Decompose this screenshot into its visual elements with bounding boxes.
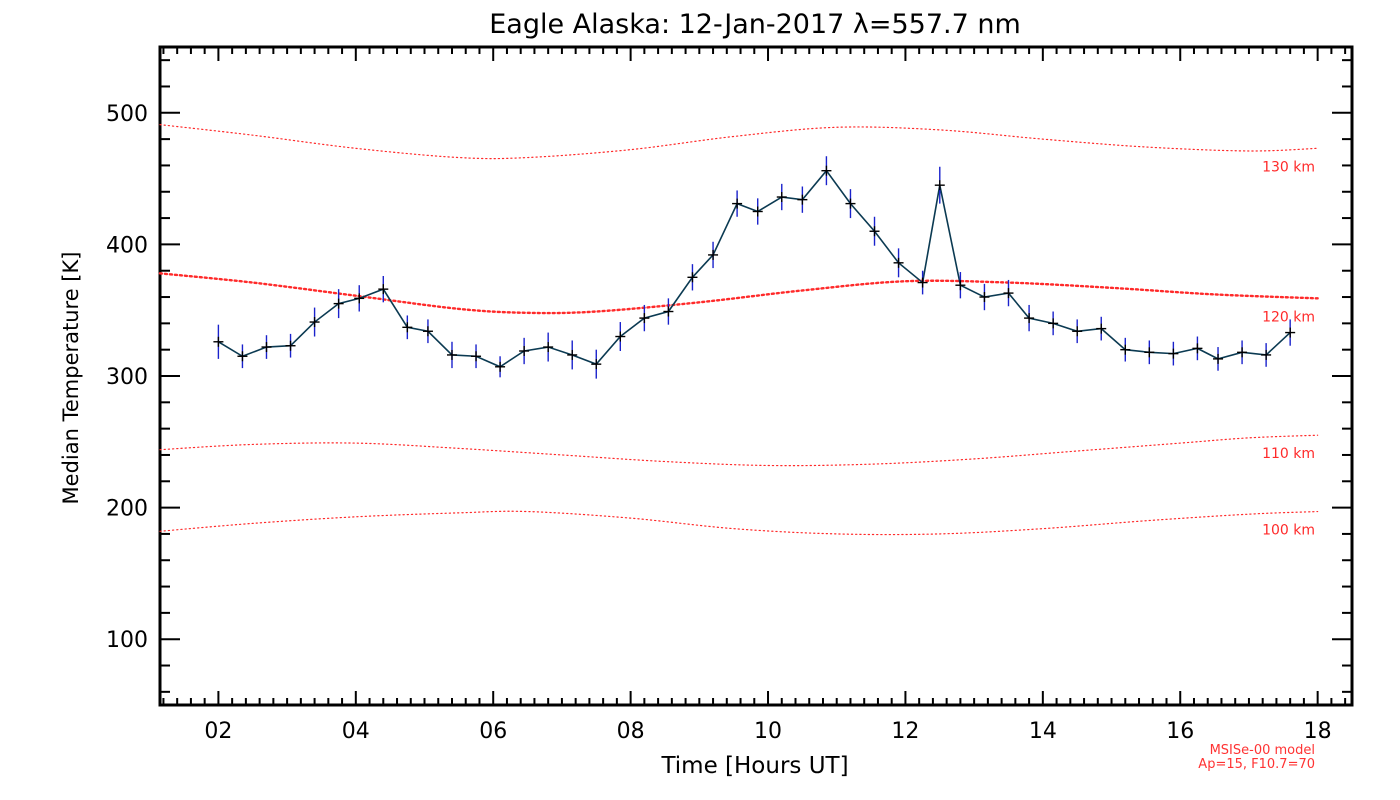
- y-axis-label: Median Temperature [K]: [59, 252, 83, 505]
- chart-title: Eagle Alaska: 12-Jan-2017 λ=557.7 nm: [489, 9, 1021, 40]
- y-tick-label: 100: [106, 628, 148, 653]
- x-tick-label: 08: [617, 719, 645, 744]
- model-curve-label: 100 km: [1262, 523, 1315, 539]
- y-tick-label: 500: [106, 102, 148, 127]
- x-tick-label: 02: [204, 719, 232, 744]
- model-curve-label: 110 km: [1262, 446, 1315, 462]
- footnote-params: Ap=15, F10.7=70: [1198, 757, 1315, 772]
- y-tick-label: 400: [106, 233, 148, 258]
- model-curve: [159, 510, 1319, 536]
- footnote-model: MSISe-00 model: [1210, 743, 1315, 758]
- x-tick-label: 12: [891, 719, 919, 744]
- measured-series-line: [217, 169, 1291, 368]
- x-tick-label: 14: [1029, 719, 1057, 744]
- x-tick-label: 18: [1304, 719, 1332, 744]
- model-curve-label: 130 km: [1262, 159, 1315, 175]
- x-tick-label: 04: [342, 719, 370, 744]
- x-tick-label: 06: [479, 719, 507, 744]
- model-curve: [159, 434, 1319, 467]
- model-curve: [159, 124, 1319, 160]
- model-curve-label: 120 km: [1262, 309, 1315, 325]
- x-tick-label: 10: [754, 719, 782, 744]
- y-tick-label: 200: [106, 497, 148, 522]
- model-curve: [158, 272, 1319, 315]
- x-tick-label: 16: [1166, 719, 1194, 744]
- y-tick-label: 300: [106, 365, 148, 390]
- plot-frame: [158, 45, 1354, 707]
- x-axis-label: Time [Hours UT]: [660, 753, 848, 779]
